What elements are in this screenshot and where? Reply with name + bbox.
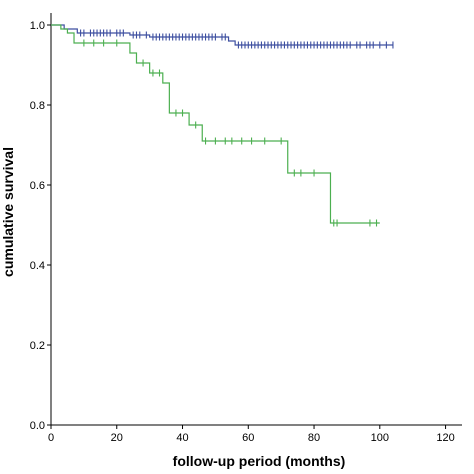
x-tick-label: 40 — [176, 432, 188, 444]
y-tick-label: 0.0 — [30, 420, 45, 432]
y-tick-label: 0.4 — [30, 260, 45, 272]
x-axis-ticks: 0 20 40 60 80 100 120 — [48, 425, 455, 444]
x-tick-label: 60 — [242, 432, 254, 444]
axes — [50, 13, 462, 426]
y-axis-ticks: 0.0 0.2 0.4 0.6 0.8 1.0 — [30, 20, 51, 432]
x-tick-label: 80 — [308, 432, 320, 444]
survival-curve-2 — [51, 24, 380, 224]
y-tick-label: 1.0 — [30, 20, 45, 32]
y-axis-title: cumulative survival — [0, 147, 16, 277]
x-tick-label: 100 — [371, 432, 389, 444]
x-tick-label: 0 — [48, 432, 54, 444]
x-tick-label: 20 — [111, 432, 123, 444]
y-tick-label: 0.8 — [30, 100, 45, 112]
x-axis-title: follow-up period (months) — [173, 453, 346, 469]
survival-curves — [51, 24, 394, 227]
x-tick-label: 120 — [436, 432, 454, 444]
y-tick-label: 0.6 — [30, 180, 45, 192]
y-tick-label: 0.2 — [30, 340, 45, 352]
